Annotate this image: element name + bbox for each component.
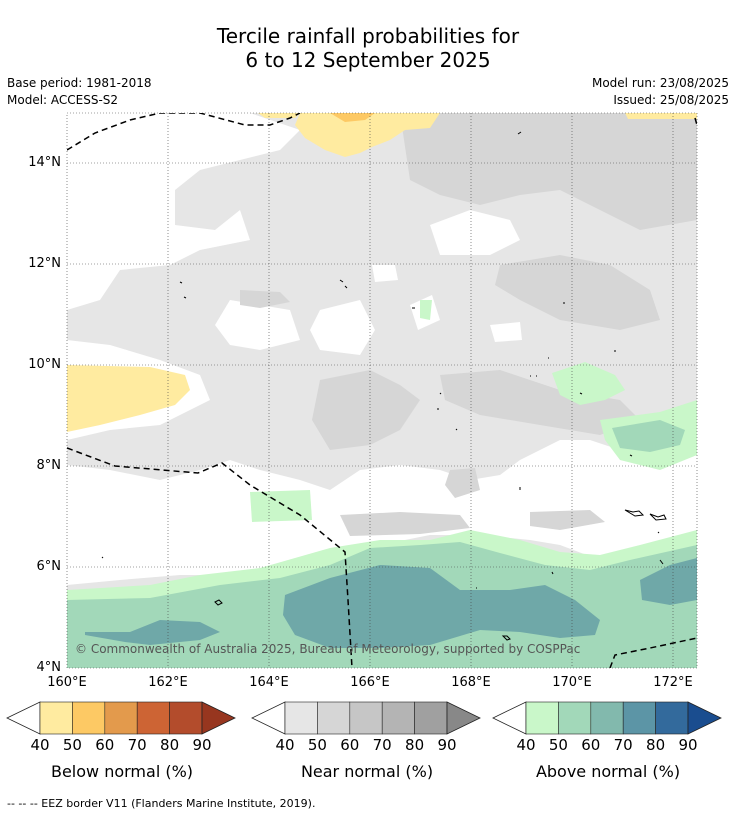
colorbar-below-low-arrow <box>6 701 41 735</box>
colorbar-above-segment <box>655 701 689 735</box>
above-normal-40-region <box>420 300 432 320</box>
low-probability-region <box>67 113 300 310</box>
colorbar-near-high-arrow <box>446 701 481 735</box>
lat-label-6n: 6°N <box>36 559 62 574</box>
colorbar-below-segment <box>72 701 106 735</box>
colorbar-above-label: Above normal (%) <box>535 762 681 781</box>
colorbar-below-segment <box>136 701 170 735</box>
above-normal-50-region <box>612 420 685 452</box>
low-probability-region <box>67 440 697 585</box>
colorbar-below-high-arrow <box>201 701 236 735</box>
colorbar-above-low-arrow <box>492 701 527 735</box>
near-normal-50-region <box>440 370 640 435</box>
lon-label-164e: 164°E <box>249 675 289 690</box>
model-name: Model: ACCESS-S2 <box>7 93 119 107</box>
colorbar-below-tick: 80 <box>160 736 180 754</box>
colorbar-above-high-arrow <box>687 701 722 735</box>
colorbar-near-segment <box>349 701 383 735</box>
low-probability-region <box>490 322 522 342</box>
above-normal-60-region <box>640 558 697 605</box>
colorbar-above-normal <box>492 701 722 735</box>
lat-label-8n: 8°N <box>36 458 62 473</box>
colorbar-near-tick: 40 <box>275 736 295 754</box>
colorbar-near-tick: 90 <box>437 736 457 754</box>
near-normal-50-region <box>445 468 480 498</box>
lat-label-4n: 4°N <box>36 660 62 675</box>
eez-footnote: -- -- -- EEZ border V11 (Flanders Marine… <box>7 797 316 810</box>
colorbar-near-normal <box>251 701 481 735</box>
colorbar-above-tick: 40 <box>516 736 536 754</box>
below-normal-40-region <box>258 113 300 118</box>
near-normal-50-region <box>240 290 290 308</box>
colorbar-near-tick: 80 <box>405 736 425 754</box>
title-line-2: 6 to 12 September 2025 <box>245 48 491 72</box>
colorbar-above-tick: 90 <box>678 736 698 754</box>
near-normal-50-region <box>340 512 470 536</box>
map-copyright: © Commonwealth of Australia 2025, Bureau… <box>75 642 580 656</box>
colorbar-near-low-arrow <box>251 701 286 735</box>
near-normal-50-region <box>530 510 605 530</box>
colorbar-near-tick: 50 <box>307 736 327 754</box>
colorbar-below-normal <box>6 701 236 735</box>
colorbar-below-tick: 70 <box>127 736 147 754</box>
colorbar-above-tick: 60 <box>581 736 601 754</box>
colorbar-below-label: Below normal (%) <box>50 762 194 781</box>
colorbar-below-tick: 50 <box>62 736 82 754</box>
colorbar-above-segment <box>622 701 656 735</box>
lon-label-160e: 160°E <box>47 675 87 690</box>
colorbar-near-label: Near normal (%) <box>300 762 434 781</box>
issued-date: Issued: 25/08/2025 <box>613 93 729 107</box>
colorbar-above-tick: 80 <box>646 736 666 754</box>
colorbar-below-tick: 40 <box>30 736 50 754</box>
lat-label-12n: 12°N <box>28 256 61 271</box>
above-normal-40-region <box>250 490 312 522</box>
near-normal-50-region <box>495 255 660 330</box>
lon-label-168e: 168°E <box>451 675 491 690</box>
lon-label-166e: 166°E <box>350 675 390 690</box>
colorbar-below-tick: 90 <box>192 736 212 754</box>
colorbar-near-segment <box>381 701 415 735</box>
low-probability-region <box>372 265 398 282</box>
low-probability-region <box>430 210 520 255</box>
colorbar-below-segment <box>104 701 138 735</box>
low-probability-region <box>215 300 300 350</box>
above-normal-40-region <box>552 362 625 405</box>
above-normal-60-region <box>85 620 220 645</box>
lat-label-10n: 10°N <box>28 357 61 372</box>
colorbar-below-segment <box>169 701 203 735</box>
lon-label-170e: 170°E <box>552 675 592 690</box>
below-normal-50-region <box>330 113 375 122</box>
below-normal-40-region <box>625 113 697 119</box>
lon-label-162e: 162°E <box>148 675 188 690</box>
model-run: Model run: 23/08/2025 <box>591 76 729 90</box>
colorbar-above-tick: 50 <box>548 736 568 754</box>
colorbar-above-segment <box>590 701 624 735</box>
colorbar-above-segment <box>525 701 559 735</box>
map-gridlines <box>67 113 697 668</box>
eez-border <box>67 113 697 668</box>
below-normal-40-region <box>67 365 190 432</box>
above-normal-60-region <box>283 565 600 648</box>
island-outlines <box>101 131 667 641</box>
colorbar-above-segment <box>558 701 592 735</box>
title-line-1: Tercile rainfall probabilities for <box>216 24 520 48</box>
rainfall-map: © Commonwealth of Australia 2025, Bureau… <box>66 112 698 669</box>
near-normal-50-region <box>400 113 697 230</box>
lon-label-172e: 172°E <box>653 675 693 690</box>
below-normal-40-region <box>295 113 440 157</box>
colorbar-near-tick: 60 <box>340 736 360 754</box>
map-frame <box>66 112 698 669</box>
colorbar-above-tick: 70 <box>613 736 633 754</box>
colorbar-below-segment <box>39 701 73 735</box>
low-probability-region <box>310 300 375 355</box>
colorbar-near-tick: 70 <box>372 736 392 754</box>
colorbar-below-tick: 60 <box>95 736 115 754</box>
colorbar-near-segment <box>284 701 318 735</box>
lat-label-14n: 14°N <box>28 155 61 170</box>
colorbar-near-segment <box>317 701 351 735</box>
colorbar-near-segment <box>414 701 448 735</box>
near-normal-50-region <box>312 370 420 450</box>
base-period: Base period: 1981-2018 <box>7 76 152 90</box>
